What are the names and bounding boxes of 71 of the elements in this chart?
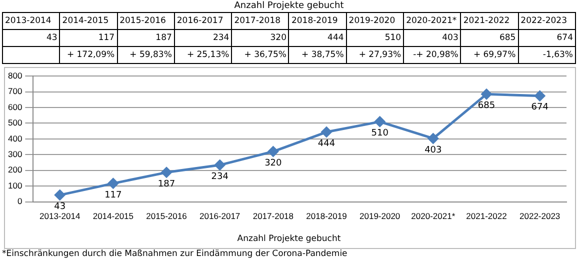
text: *Einschränkungen durch die Maßnahmen zur Eindämmung der Corona-Pandemie [2, 249, 348, 259]
point [534, 90, 546, 102]
category-label: 2020-2021* [406, 16, 457, 26]
x-tick-label: 2022-2023 [520, 211, 560, 222]
text: 444 [288, 30, 346, 46]
data-label: 117 [104, 190, 122, 200]
category-label: 2015-2016 [120, 16, 166, 26]
category-label: 2017-2018 [234, 16, 281, 26]
data-label: 444 [318, 138, 336, 149]
y-tick-label: 600 [8, 102, 22, 112]
point [268, 146, 278, 157]
data-label: 320 [264, 158, 282, 168]
text: 187 [117, 30, 174, 46]
y-tick-label: 500 [8, 118, 22, 128]
text: + 27,93% [346, 46, 404, 64]
text: 510 [346, 30, 404, 46]
x-axis-title: Anzahl Projekte gebucht [236, 234, 342, 244]
y-tick-label: 100 [8, 180, 22, 190]
x-tick-label: 2020-2021* [411, 211, 456, 222]
data-label: 674 [531, 102, 549, 113]
data-label: 234 [211, 172, 229, 182]
y-tick-label: 700 [8, 86, 22, 96]
point [428, 133, 438, 144]
y-tick-label: 0 [17, 196, 22, 206]
x-tick-label: 2021-2022 [466, 211, 508, 222]
point [161, 167, 172, 178]
text: 320 [232, 30, 289, 46]
point [108, 178, 118, 189]
x-tick-label: 2016-2017 [200, 211, 240, 222]
y-tick-label: 400 [8, 133, 22, 144]
point [481, 88, 492, 100]
data-label: 187 [158, 179, 176, 190]
x-tick-label: 2019-2020 [360, 211, 400, 222]
text: -+ 20,98% [404, 46, 461, 64]
data-label: 685 [478, 101, 496, 112]
point [54, 190, 66, 200]
text: 403 [404, 30, 461, 46]
text: + 36,75% [232, 46, 289, 64]
point [374, 116, 386, 127]
x-tick-label: 2013-2014 [40, 211, 80, 222]
text: + 59,83% [117, 46, 174, 64]
y-tick-label: 800 [8, 70, 22, 80]
point [321, 126, 332, 138]
y-tick-label: 200 [8, 164, 22, 175]
x-tick-label: 2017-2018 [252, 211, 294, 222]
text: 685 [460, 30, 518, 46]
text: -1,63% [518, 46, 576, 64]
text: + 25,13% [174, 46, 232, 64]
category-label: 2014-2015 [62, 16, 109, 26]
category-label: 2016-2017 [176, 16, 224, 26]
point [214, 160, 226, 170]
category-label: 2013-2014 [5, 16, 52, 26]
data-label: 43 [54, 202, 66, 212]
x-tick-label: 2015-2016 [146, 211, 188, 222]
data-label: 403 [424, 145, 442, 156]
data-label: 510 [371, 128, 389, 139]
category-label: 2021-2022 [463, 16, 510, 26]
chart-title: Anzahl Projekte gebucht [233, 0, 345, 12]
text: 43 [2, 30, 60, 46]
x-tick-label: 2018-2019 [306, 211, 348, 222]
text: + 69,97% [460, 46, 518, 64]
text: + 38,75% [288, 46, 346, 64]
category-label: 2019-2020 [348, 16, 396, 26]
text: + 172,09% [60, 46, 118, 64]
text: 674 [518, 30, 576, 46]
y-tick-label: 300 [8, 149, 22, 160]
text: 234 [174, 30, 232, 46]
category-label: 2018-2019 [291, 16, 338, 26]
x-tick-label: 2014-2015 [92, 211, 134, 222]
text: 117 [60, 30, 118, 46]
category-label: 2022-2023 [520, 16, 568, 26]
